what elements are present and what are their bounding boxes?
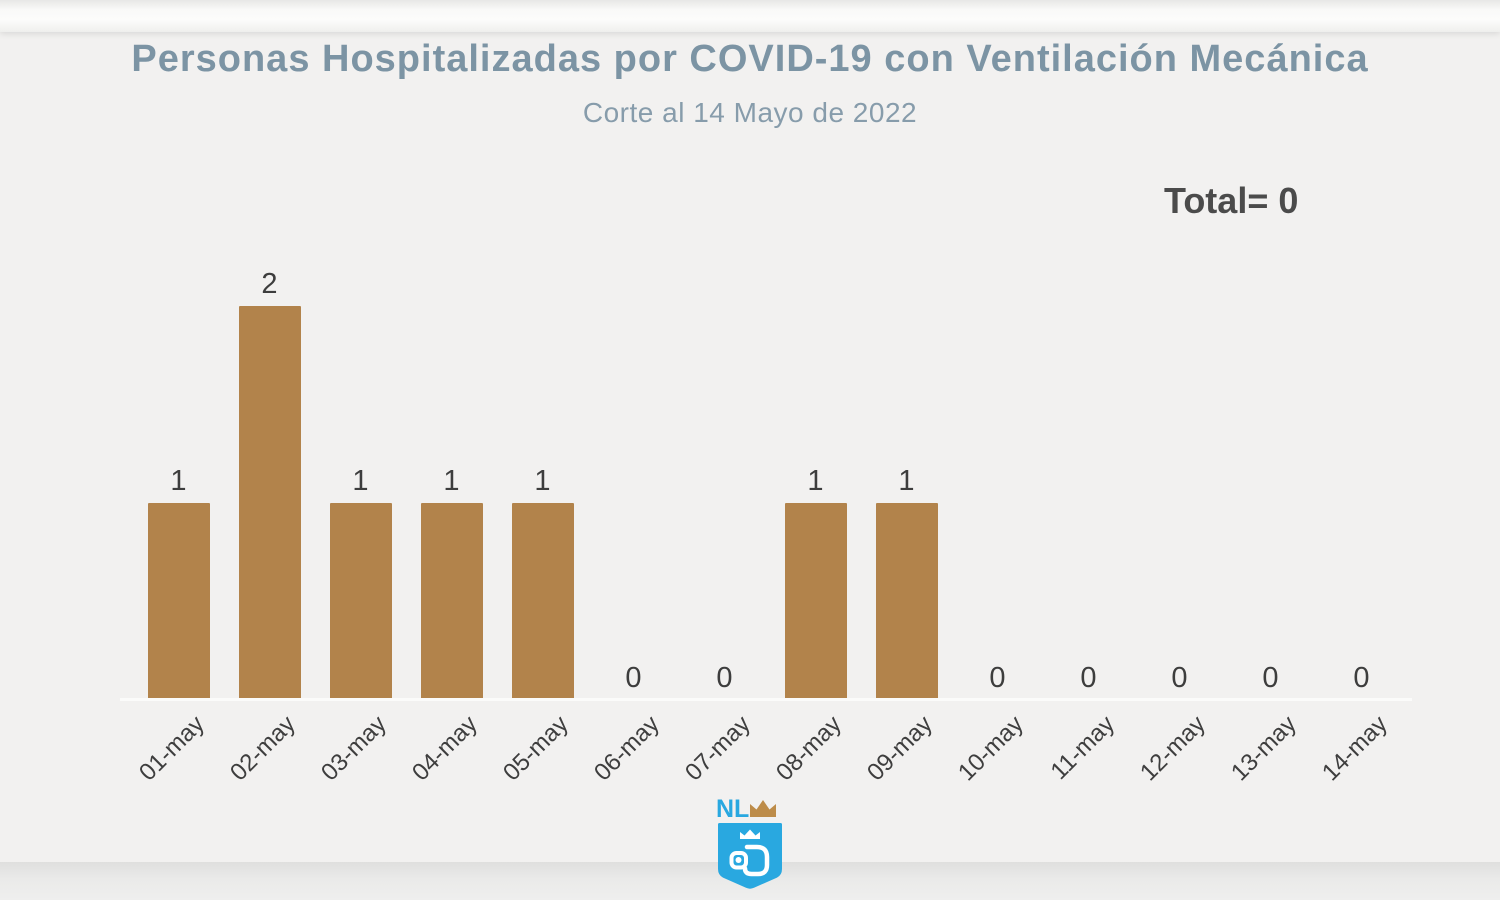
chart-title: Personas Hospitalizadas por COVID-19 con…: [131, 38, 1369, 80]
x-axis-line: [120, 698, 1412, 701]
chart-column-01-may: 1 01-may: [133, 306, 224, 787]
bar-value-label: 0: [1171, 662, 1188, 694]
x-axis-label: 13-may: [1226, 710, 1303, 787]
bar-value-label: 1: [898, 465, 915, 497]
bar-value-label: 1: [443, 465, 460, 497]
logo-lion-eye-icon: [735, 857, 742, 863]
chart-subtitle: Corte al 14 Mayo de 2022: [582, 97, 918, 128]
logo-lion-muzzle-icon: [729, 851, 748, 870]
chart-column-10-may: 0 10-may: [952, 306, 1043, 787]
bar-value-label: 0: [1262, 662, 1279, 694]
bar-value-label: 0: [1353, 662, 1370, 694]
total-label: Total= 0: [1164, 180, 1299, 221]
bar-chart-plot: 1 01-may 2 02-may 1 03-may 1 04-may 1 05-may 0 06-m…: [133, 270, 1407, 787]
logo-white-crown-icon: [740, 829, 760, 839]
logo-lion-body-icon: [742, 844, 770, 877]
chart-column-11-may: 0 11-may: [1043, 306, 1134, 786]
bar-value-label: 1: [170, 465, 187, 497]
x-axis-label: 02-may: [225, 710, 302, 787]
x-axis-label: 03-may: [316, 710, 393, 787]
bar-value-label: 0: [625, 662, 642, 694]
bar-09-may: [875, 503, 938, 700]
x-axis-label: 08-may: [771, 710, 848, 787]
x-axis-label: 04-may: [407, 710, 484, 787]
chart-column-13-may: 0 13-may: [1225, 306, 1316, 787]
nuevo-leon-logo: NL: [716, 795, 784, 890]
chart-column-14-may: 0 14-may: [1316, 306, 1407, 787]
chart-column-08-may: 1 08-may: [770, 306, 861, 787]
bar-value-label: 1: [534, 465, 551, 497]
x-axis-label: 07-may: [680, 710, 757, 787]
bar-08-may: [784, 503, 847, 700]
x-axis-label: 10-may: [953, 710, 1030, 787]
bar-value-label: 1: [807, 465, 824, 497]
chart-column-07-may: 0 07-may: [679, 306, 770, 787]
logo-nl-text: NL: [716, 796, 749, 823]
x-axis-label: 12-may: [1135, 710, 1212, 787]
bar-03-may: [329, 503, 392, 700]
chart-column-02-may: 2 02-may: [224, 270, 315, 787]
chart-column-04-may: 1 04-may: [406, 306, 497, 787]
bar-01-may: [147, 503, 210, 700]
bar-value-label: 0: [716, 662, 733, 694]
logo-gold-crown-icon: [750, 800, 776, 817]
chart-column-05-may: 1 05-may: [497, 306, 588, 787]
x-axis-label: 01-may: [134, 710, 211, 787]
top-band: [0, 0, 1500, 32]
chart-column-03-may: 1 03-may: [315, 306, 406, 787]
bar-04-may: [420, 503, 483, 700]
x-axis-label: 09-may: [862, 710, 939, 787]
bar-value-label: 2: [261, 268, 278, 300]
bar-value-label: 1: [352, 465, 369, 497]
chart-column-12-may: 0 12-may: [1134, 306, 1225, 787]
bar-value-label: 0: [1080, 662, 1097, 694]
x-axis-label: 14-may: [1317, 710, 1394, 787]
x-axis-label: 06-may: [589, 710, 666, 787]
chart-column-06-may: 0 06-may: [588, 306, 679, 787]
bar-02-may: [238, 306, 301, 700]
bar-value-label: 0: [989, 662, 1006, 694]
nuevo-leon-logo-svg: NL: [716, 795, 782, 889]
x-axis-label: 05-may: [498, 710, 575, 787]
x-axis-label: 11-may: [1045, 710, 1121, 786]
bar-05-may: [511, 503, 574, 700]
chart-column-09-may: 1 09-may: [861, 306, 952, 787]
